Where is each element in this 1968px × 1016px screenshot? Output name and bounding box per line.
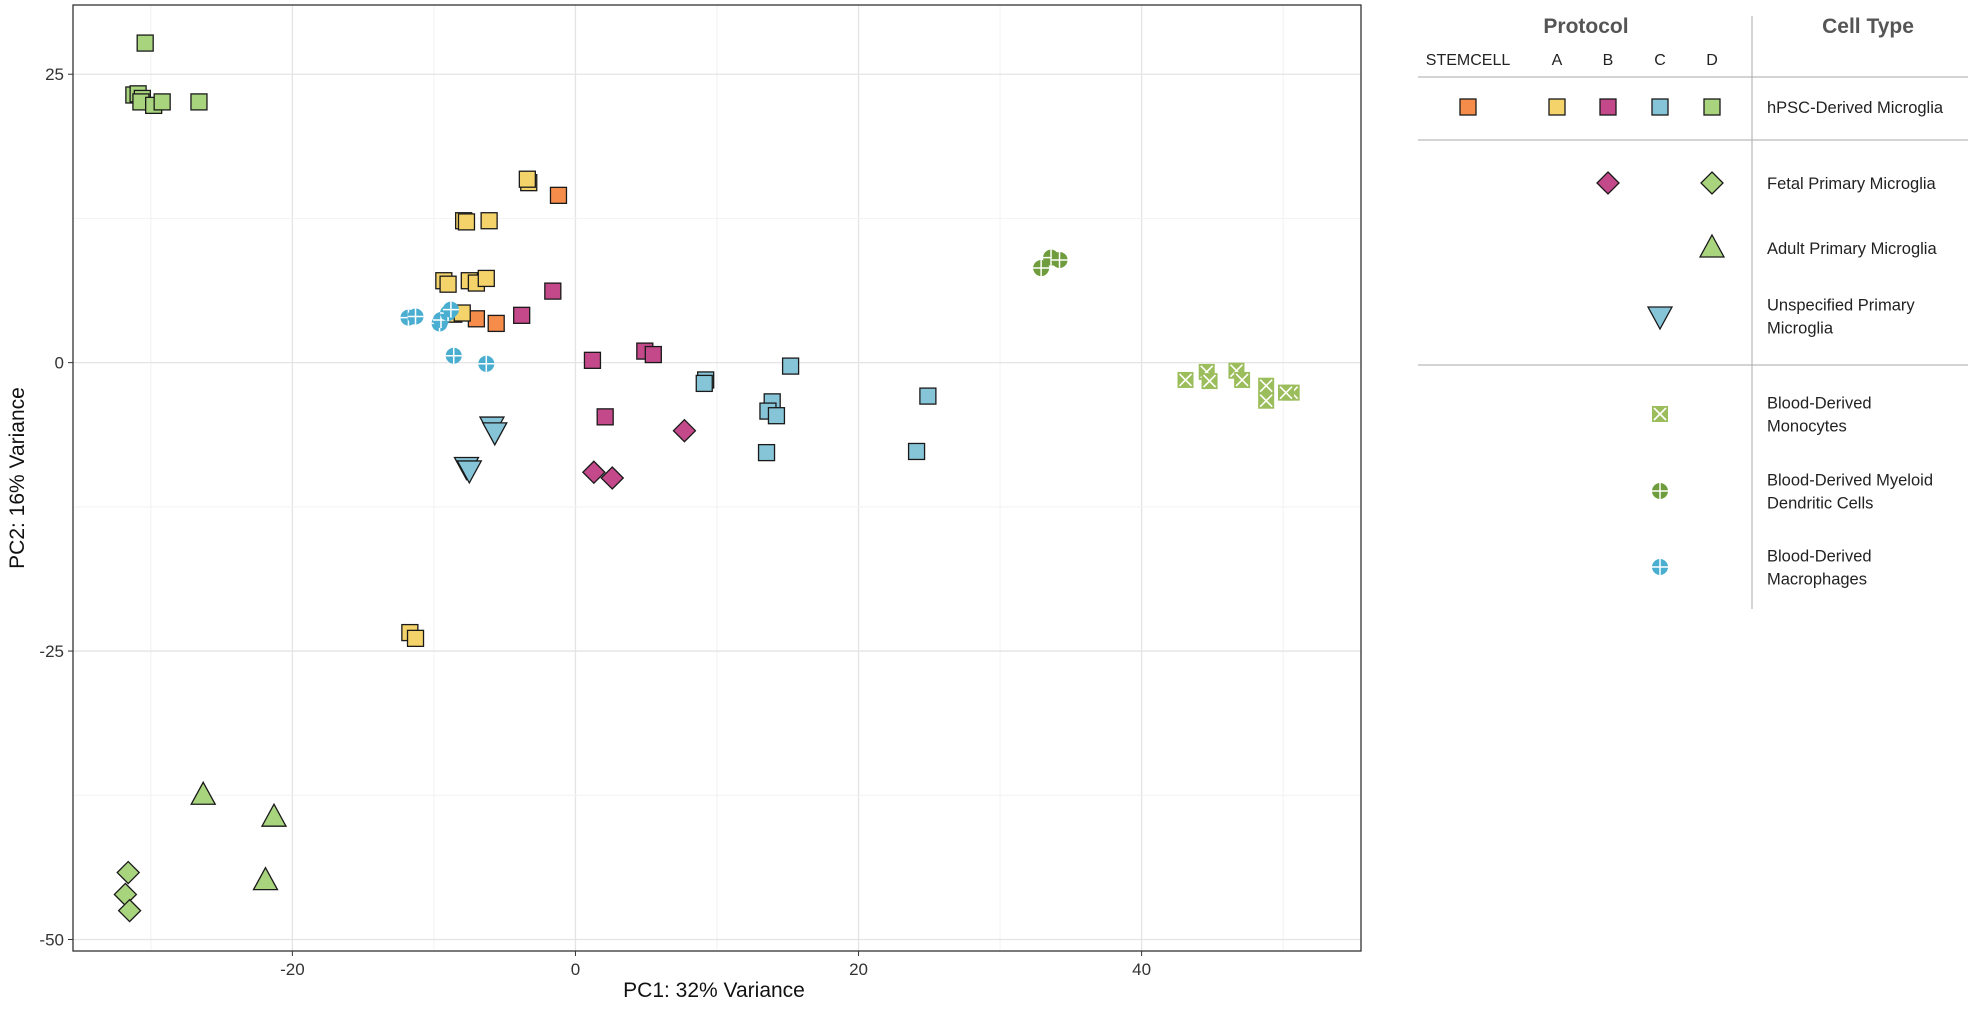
legend-cell-type-label: Blood-Derived bbox=[1767, 395, 1872, 413]
data-point bbox=[644, 345, 662, 364]
data-point bbox=[583, 351, 602, 369]
data-point bbox=[1234, 371, 1251, 388]
data-point bbox=[1277, 384, 1294, 401]
legend-cell-type-label: Adult Primary Microglia bbox=[1767, 240, 1937, 258]
legend-protocol-column-label: D bbox=[1706, 52, 1718, 69]
data-point bbox=[907, 442, 926, 461]
x-axis-title: PC1: 32% Variance bbox=[623, 979, 805, 1002]
legend-key bbox=[1652, 559, 1668, 575]
legend-key bbox=[1698, 233, 1726, 258]
data-point bbox=[1258, 392, 1275, 409]
data-point bbox=[600, 466, 625, 490]
data-points bbox=[113, 34, 1300, 923]
legend-cell-type-label: Fetal Primary Microglia bbox=[1767, 175, 1937, 193]
legend-key bbox=[1703, 98, 1721, 116]
legend-protocol-column-label: A bbox=[1552, 52, 1563, 69]
legend-protocol-header: Protocol bbox=[1543, 15, 1628, 38]
legend-cell-type-label: Unspecified Primary bbox=[1767, 297, 1915, 315]
legend-protocol-column-label: B bbox=[1603, 52, 1614, 69]
legend-key bbox=[1596, 171, 1620, 195]
data-point bbox=[116, 860, 141, 885]
y-tick-label: 25 bbox=[45, 65, 64, 84]
legend-key bbox=[1548, 98, 1566, 116]
grid-lines bbox=[73, 5, 1361, 951]
data-point bbox=[456, 460, 483, 485]
data-point bbox=[672, 418, 697, 443]
data-point bbox=[252, 866, 279, 891]
data-point bbox=[1201, 373, 1218, 390]
data-point bbox=[1177, 371, 1194, 388]
legend-cell-type-label: Blood-Derived Myeloid bbox=[1767, 472, 1933, 490]
data-point bbox=[1033, 260, 1050, 277]
legend-cell-type-label: Macrophages bbox=[1767, 571, 1867, 589]
x-tick-label: 0 bbox=[571, 960, 580, 979]
data-point bbox=[919, 387, 937, 405]
legend-cell-type-label: Blood-Derived bbox=[1767, 548, 1872, 566]
y-tick-label: -50 bbox=[39, 930, 64, 949]
legend-cell-type-label: Dendritic Cells bbox=[1767, 495, 1873, 513]
data-point bbox=[442, 301, 459, 318]
legend: Protocol Cell Type STEMCELL A B C D hPSC-Der… bbox=[1418, 15, 1968, 609]
legend-protocol-column-label: STEMCELL bbox=[1426, 52, 1511, 69]
data-point bbox=[695, 374, 713, 393]
y-tick-label: -25 bbox=[39, 642, 64, 661]
x-axis: -20 0 20 40 bbox=[280, 951, 1151, 979]
legend-key bbox=[1700, 171, 1724, 195]
legend-cell-type-label: Microglia bbox=[1767, 320, 1834, 338]
data-point bbox=[544, 282, 562, 300]
data-point bbox=[190, 780, 217, 805]
data-point bbox=[478, 355, 495, 372]
data-point bbox=[445, 347, 462, 364]
data-point bbox=[136, 34, 154, 52]
legend-key bbox=[1652, 483, 1668, 499]
data-point bbox=[153, 93, 171, 111]
y-axis-title: PC2: 16% Variance bbox=[6, 387, 29, 569]
data-point bbox=[767, 407, 786, 425]
data-point bbox=[260, 802, 288, 827]
data-point bbox=[481, 422, 508, 447]
x-tick-label: 40 bbox=[1132, 960, 1151, 979]
data-point bbox=[781, 357, 800, 375]
plot-frame bbox=[72, 4, 1362, 952]
legend-key bbox=[1459, 98, 1477, 116]
legend-key bbox=[1646, 306, 1674, 331]
legend-protocol-column-label: C bbox=[1654, 52, 1666, 69]
data-point bbox=[1051, 251, 1068, 268]
data-point bbox=[757, 443, 776, 462]
data-point bbox=[480, 212, 498, 230]
x-tick-label: 20 bbox=[849, 960, 868, 979]
data-point bbox=[549, 186, 568, 205]
x-tick-label: -20 bbox=[280, 960, 305, 979]
data-point bbox=[1258, 377, 1275, 394]
data-point bbox=[581, 460, 606, 485]
legend-key bbox=[1651, 98, 1669, 116]
data-point bbox=[596, 408, 614, 426]
data-point bbox=[117, 898, 142, 923]
data-point bbox=[457, 213, 476, 231]
legend-protocol-columns: STEMCELL A B C D bbox=[1426, 52, 1718, 69]
data-point bbox=[518, 170, 536, 188]
legend-cell-type-label: Monocytes bbox=[1767, 418, 1847, 436]
y-tick-label: 0 bbox=[55, 354, 64, 373]
data-point bbox=[487, 314, 505, 333]
y-axis: -50 -25 0 25 bbox=[39, 65, 73, 949]
legend-key bbox=[1652, 406, 1668, 422]
data-point bbox=[477, 269, 495, 288]
data-point bbox=[513, 306, 531, 324]
data-point bbox=[407, 308, 424, 325]
legend-key bbox=[1599, 98, 1617, 116]
data-point bbox=[190, 93, 208, 111]
legend-celltype-header: Cell Type bbox=[1822, 15, 1914, 38]
legend-rows: hPSC-Derived Microglia Fetal Primary Micr… bbox=[1459, 98, 1944, 589]
data-point bbox=[439, 275, 457, 293]
data-point bbox=[406, 629, 425, 648]
legend-cell-type-label: hPSC-Derived Microglia bbox=[1767, 99, 1944, 117]
